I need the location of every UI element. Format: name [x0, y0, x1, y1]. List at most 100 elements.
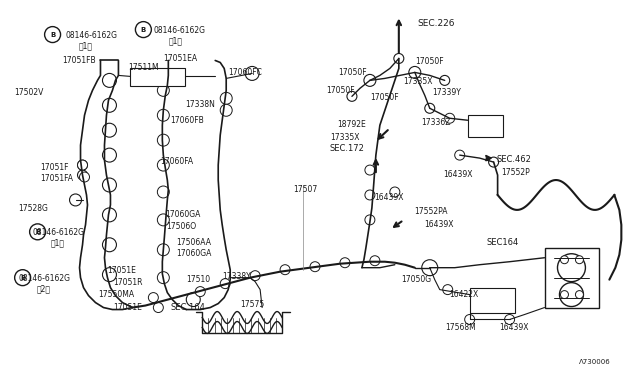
Text: 18792E: 18792E: [337, 120, 365, 129]
Circle shape: [154, 302, 163, 312]
Text: （1）: （1）: [51, 239, 65, 248]
Circle shape: [440, 76, 450, 86]
Circle shape: [102, 268, 116, 282]
Text: 17339Y: 17339Y: [432, 89, 461, 97]
Circle shape: [245, 67, 259, 80]
Text: 17050F: 17050F: [338, 68, 367, 77]
Circle shape: [394, 54, 404, 64]
Circle shape: [102, 178, 116, 192]
Circle shape: [102, 123, 116, 137]
Circle shape: [575, 256, 584, 264]
Circle shape: [364, 74, 376, 86]
Text: 17502V: 17502V: [15, 89, 44, 97]
Text: SEC.164: SEC.164: [170, 302, 205, 312]
Text: 17050G: 17050G: [401, 275, 431, 284]
Text: 08146-6162G: 08146-6162G: [65, 31, 118, 39]
Circle shape: [445, 113, 454, 123]
Circle shape: [157, 109, 170, 121]
Text: 17050F: 17050F: [415, 58, 444, 67]
Text: 16439X: 16439X: [443, 170, 472, 179]
Text: 17050F: 17050F: [370, 93, 399, 102]
Text: SEC.462: SEC.462: [497, 155, 531, 164]
Circle shape: [102, 73, 116, 87]
Text: 16439X: 16439X: [500, 324, 529, 333]
Text: 17338N: 17338N: [186, 100, 215, 109]
Circle shape: [102, 238, 116, 252]
Circle shape: [575, 291, 584, 299]
Circle shape: [148, 293, 158, 302]
Text: （1）: （1）: [79, 42, 93, 51]
Circle shape: [250, 271, 260, 280]
Text: 17507: 17507: [293, 185, 317, 194]
Circle shape: [409, 67, 420, 78]
Circle shape: [186, 293, 200, 307]
Circle shape: [465, 314, 475, 324]
Circle shape: [561, 256, 568, 264]
Circle shape: [157, 272, 170, 283]
Text: 17060FC: 17060FC: [228, 68, 262, 77]
Text: 17528G: 17528G: [19, 204, 49, 213]
Circle shape: [77, 160, 88, 170]
Circle shape: [310, 262, 320, 272]
Text: 08146-6162G: 08146-6162G: [33, 228, 84, 237]
Circle shape: [102, 148, 116, 162]
Text: 17552PA: 17552PA: [414, 207, 447, 216]
Text: 17051F: 17051F: [40, 163, 69, 172]
Text: B: B: [35, 229, 40, 235]
Circle shape: [370, 256, 380, 266]
Circle shape: [157, 84, 170, 96]
Text: SEC164: SEC164: [486, 238, 519, 247]
Circle shape: [422, 260, 438, 276]
Text: 17335X: 17335X: [403, 77, 432, 86]
Text: B: B: [50, 32, 55, 38]
Circle shape: [365, 215, 375, 225]
Bar: [468, 115, 502, 137]
Bar: [545, 248, 600, 308]
Text: 17060GA: 17060GA: [176, 249, 212, 258]
Text: 17060GA: 17060GA: [165, 210, 201, 219]
Circle shape: [280, 265, 290, 275]
Circle shape: [504, 314, 515, 324]
Circle shape: [136, 22, 152, 38]
Text: 17510: 17510: [186, 275, 211, 284]
Text: 17511M: 17511M: [129, 64, 159, 73]
Circle shape: [561, 291, 568, 299]
Circle shape: [157, 244, 170, 256]
Circle shape: [157, 134, 170, 146]
Circle shape: [102, 208, 116, 222]
Text: 17060FA: 17060FA: [161, 157, 193, 166]
Circle shape: [220, 104, 232, 116]
Text: 17338Y: 17338Y: [222, 272, 251, 281]
Text: 08146-6162G: 08146-6162G: [19, 274, 70, 283]
Bar: [470, 288, 515, 312]
Text: 16439X: 16439X: [424, 220, 453, 229]
Text: 17051E: 17051E: [108, 266, 136, 275]
Text: （2）: （2）: [36, 285, 51, 294]
Bar: [131, 68, 186, 86]
Text: 17336Z: 17336Z: [420, 118, 451, 127]
Circle shape: [425, 103, 435, 113]
Circle shape: [77, 170, 88, 180]
Circle shape: [157, 159, 170, 171]
Circle shape: [488, 157, 499, 167]
Circle shape: [29, 224, 45, 240]
Text: 08146-6162G: 08146-6162G: [154, 26, 205, 35]
Circle shape: [195, 286, 205, 296]
Text: SEC.226: SEC.226: [418, 19, 455, 28]
Circle shape: [77, 160, 88, 170]
Text: 17051FB: 17051FB: [63, 57, 96, 65]
Text: 17051E: 17051E: [113, 302, 142, 312]
Circle shape: [559, 283, 584, 307]
Text: 17506O: 17506O: [166, 222, 196, 231]
Text: （1）: （1）: [168, 36, 182, 45]
Circle shape: [390, 187, 400, 197]
Text: 17575: 17575: [240, 299, 264, 309]
Text: 17552P: 17552P: [502, 168, 531, 177]
Circle shape: [220, 92, 232, 104]
Text: 17051R: 17051R: [113, 278, 143, 287]
Circle shape: [70, 194, 81, 206]
Circle shape: [454, 150, 465, 160]
Text: B: B: [141, 26, 146, 33]
Circle shape: [220, 279, 230, 289]
Text: 17568M: 17568M: [445, 324, 476, 333]
